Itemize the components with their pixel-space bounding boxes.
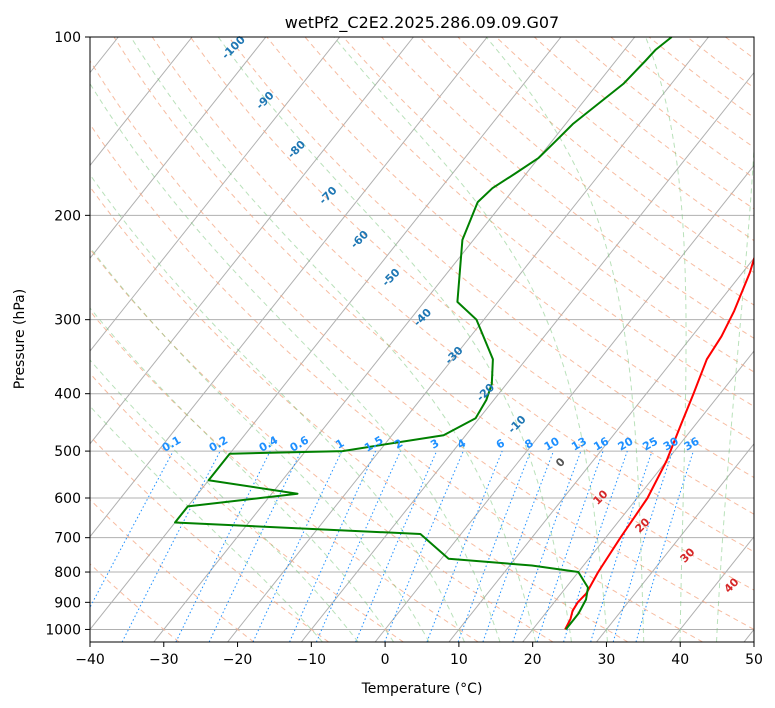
background-lines: [90, 37, 754, 642]
mixing-ratio-line: [315, 450, 401, 642]
dewpoint-profile-line: [174, 37, 673, 631]
dry-adiabat-line: [90, 248, 554, 642]
x-tick-label: −10: [297, 652, 327, 668]
mixing-ratio-line: [635, 450, 694, 642]
x-tick-label: 50: [745, 652, 763, 668]
moist-adiabat-line: [90, 246, 430, 642]
x-axis-title: Temperature (°C): [361, 681, 483, 697]
isotherm-line: [374, 164, 754, 642]
dry-adiabat-line: [90, 498, 255, 642]
y-tick-label: 300: [54, 313, 81, 329]
isotherm-line: [90, 37, 414, 445]
mixing-ratio-line: [457, 450, 532, 642]
mixing-ratio-line: [426, 450, 503, 642]
x-tick-label: 40: [671, 652, 689, 668]
moist-adiabat-line: [333, 37, 608, 642]
y-tick-label: 100: [54, 30, 81, 46]
plot-frame: [89, 36, 755, 643]
y-tick-label: 800: [54, 565, 81, 581]
y-tick-label: 700: [54, 531, 81, 547]
mixing-ratio-line: [512, 450, 582, 642]
moist-adiabat-line: [90, 82, 501, 642]
y-tick-label: 900: [54, 595, 81, 611]
y-tick-label: 500: [54, 444, 81, 460]
mixing-ratio-line: [90, 450, 174, 609]
isotherm-line: [669, 535, 754, 642]
dry-adiabat-line: [151, 37, 754, 553]
mixing-ratio-line: [355, 450, 438, 642]
dry-adiabat-line: [342, 37, 754, 373]
dry-adiabat-line: [90, 310, 479, 642]
dry-adiabat-line: [90, 563, 180, 642]
x-axis: −40 −30 −20 −10 0 10 20 30 40 50: [75, 642, 763, 668]
isotherm-line: [522, 350, 754, 642]
mixing-ratio-line: [612, 450, 674, 642]
isotherm-line: [596, 443, 754, 642]
dry-adiabat-line: [266, 37, 754, 443]
y-axis: 100 200 300 400 500 600 700 800 900 1000: [45, 30, 90, 638]
x-tick-label: −20: [223, 652, 253, 668]
isotherm-line: [153, 37, 636, 642]
mixing-ratio-line: [384, 450, 464, 642]
mixing-ratio-line: [536, 450, 604, 642]
dry-adiabat-line: [90, 435, 329, 642]
isotherm-line: [90, 37, 488, 538]
isotherm-line: [90, 37, 193, 167]
isotherm-line: [227, 37, 709, 642]
mixing-ratio-line: [175, 450, 271, 642]
moist-adiabat-line: [645, 37, 687, 642]
chart-title: wetPf2_C2E2.2025.286.09.09.G07: [285, 13, 559, 33]
profile-lines: [174, 37, 754, 631]
x-tick-label: 10: [450, 652, 468, 668]
x-tick-label: −30: [149, 652, 179, 668]
moist-adiabat-line: [90, 173, 465, 642]
temperature-profile-line: [564, 255, 754, 630]
isotherm-line: [90, 37, 341, 352]
x-tick-label: 20: [524, 652, 542, 668]
isotherm-line: [90, 37, 562, 631]
dry-adiabat-line: [90, 123, 703, 642]
y-tick-label: 200: [54, 208, 81, 224]
y-tick-label: 600: [54, 491, 81, 507]
isotherm-line: [448, 257, 754, 642]
isotherm-line: [90, 37, 267, 260]
moist-adiabat-line: [716, 141, 754, 642]
dry-adiabat-line: [90, 59, 754, 630]
x-tick-label: 30: [598, 652, 616, 668]
mixing-ratio-line: [289, 450, 377, 642]
dry-adiabat-line: [113, 37, 754, 591]
x-tick-label: 0: [381, 652, 390, 668]
moist-adiabat-line: [90, 405, 323, 642]
x-tick-label: −40: [75, 652, 105, 668]
mixing-ratio-line: [482, 450, 554, 642]
moist-adiabat-line: [90, 359, 359, 642]
dry-adiabat-line: [90, 372, 404, 642]
y-tick-label: 400: [54, 387, 81, 403]
mixing-ratio-line: [590, 450, 653, 642]
dry-adiabat-line: [419, 37, 754, 306]
y-tick-label: 1000: [45, 622, 81, 638]
dry-adiabat-line: [90, 186, 629, 642]
moist-adiabat-line: [485, 37, 645, 642]
y-axis-title: Pressure (hPa): [12, 289, 28, 389]
moist-adiabat-line: [130, 37, 537, 642]
